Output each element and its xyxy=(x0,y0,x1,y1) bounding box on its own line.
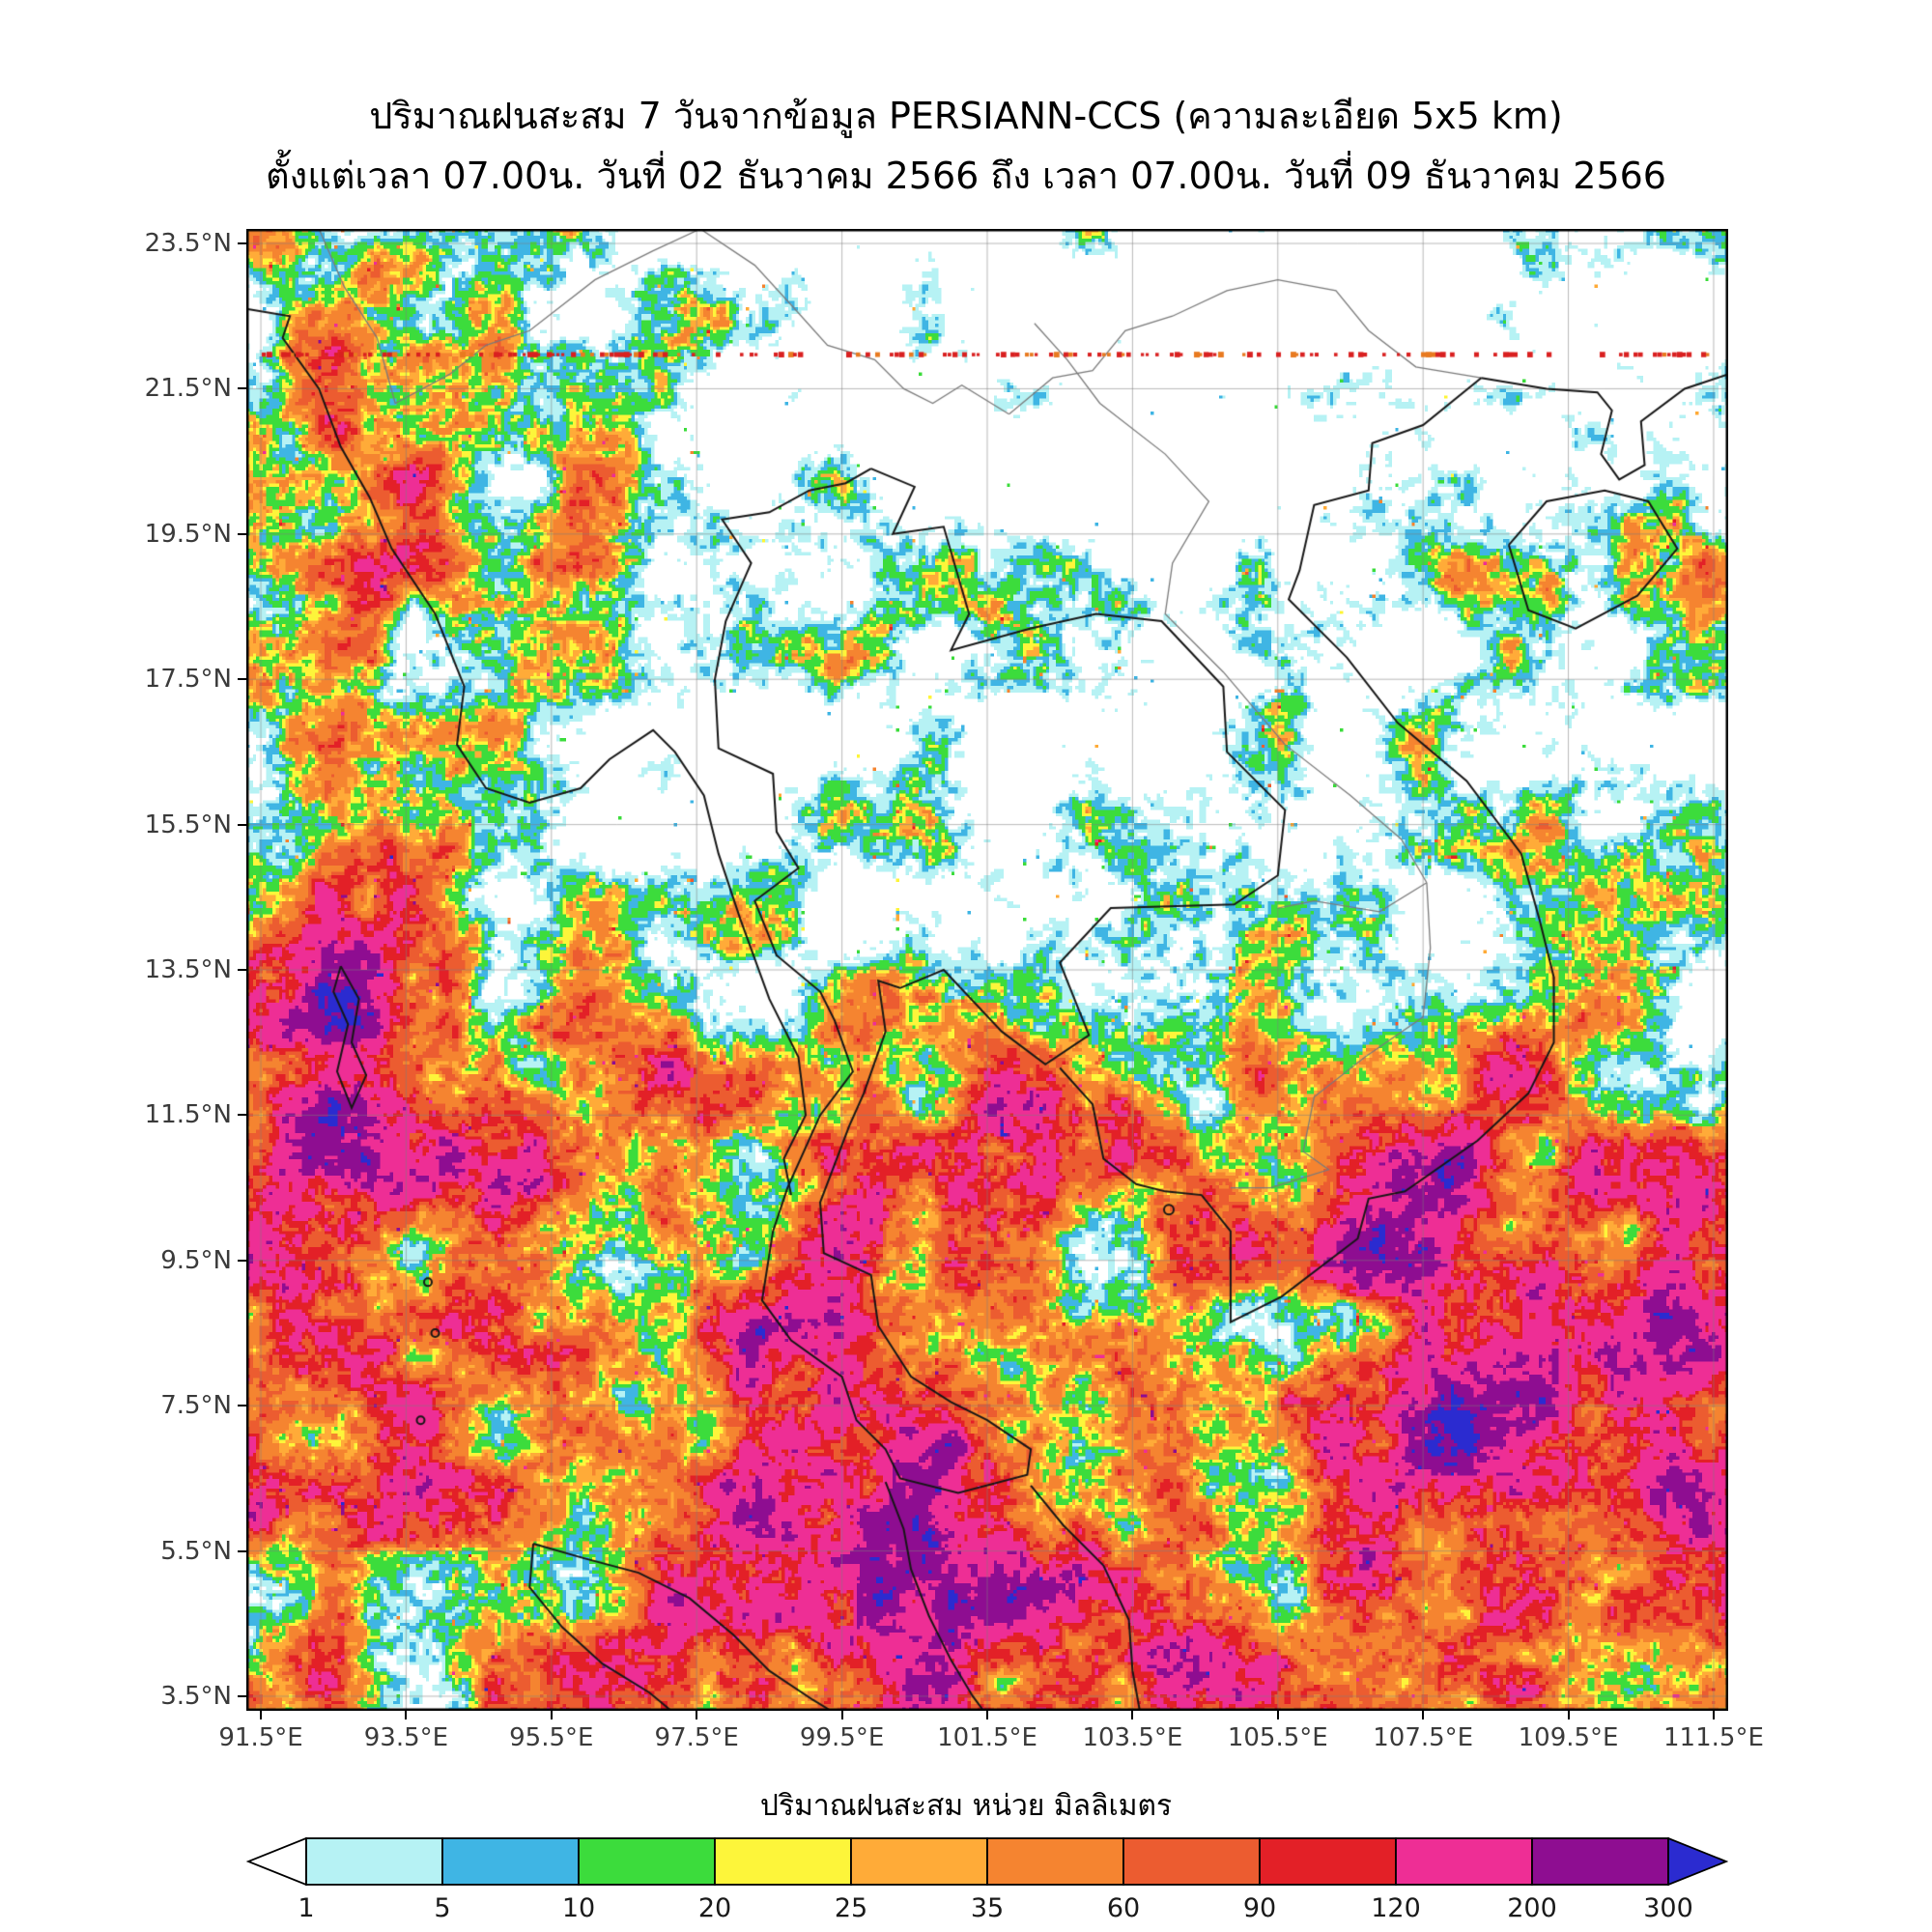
latitude-tick-mark xyxy=(238,678,246,681)
latitude-tick-mark xyxy=(238,532,246,535)
longitude-tick-mark xyxy=(840,1711,843,1719)
longitude-tick-label: 105.5°E xyxy=(1227,1723,1328,1752)
colorbar-tick-label: 90 xyxy=(1242,1893,1277,1923)
page-subtitle: ตั้งแต่เวลา 07.00น. วันที่ 02 ธันวาคม 25… xyxy=(266,155,1666,197)
colorbar-tick-label: 1 xyxy=(298,1893,315,1923)
colorbar-segment xyxy=(1259,1837,1397,1886)
latitude-tick-label: 17.5°N xyxy=(144,665,232,695)
colorbar-under-arrow xyxy=(246,1837,307,1886)
colorbar-tick-label: 300 xyxy=(1643,1893,1693,1923)
colorbar-segment xyxy=(441,1837,580,1886)
colorbar-segment xyxy=(305,1837,443,1886)
longitude-tick-label: 109.5°E xyxy=(1518,1723,1619,1752)
longitude-tick-label: 107.5°E xyxy=(1373,1723,1474,1752)
longitude-tick-mark xyxy=(1276,1711,1279,1719)
colorbar-tick-label: 20 xyxy=(697,1893,732,1923)
latitude-tick-mark xyxy=(238,1549,246,1552)
latitude-tick-mark xyxy=(238,242,246,245)
longitude-tick-mark xyxy=(1422,1711,1425,1719)
latitude-tick-mark xyxy=(238,1114,246,1117)
longitude-tick-mark xyxy=(260,1711,263,1719)
colorbar-segment xyxy=(578,1837,716,1886)
longitude-tick-label: 99.5°E xyxy=(799,1723,885,1752)
latitude-tick-mark xyxy=(238,1694,246,1697)
longitude-tick-mark xyxy=(550,1711,553,1719)
longitude-tick-label: 111.5°E xyxy=(1663,1723,1764,1752)
longitude-tick-mark xyxy=(696,1711,698,1719)
longitude-tick-label: 95.5°E xyxy=(509,1723,594,1752)
latitude-tick-mark xyxy=(238,969,246,971)
latitude-tick-mark xyxy=(238,823,246,826)
colorbar-segment xyxy=(1122,1837,1261,1886)
longitude-tick-mark xyxy=(1712,1711,1715,1719)
colorbar-tick-label: 200 xyxy=(1507,1893,1557,1923)
colorbar-segment xyxy=(1531,1837,1669,1886)
latitude-tick-label: 9.5°N xyxy=(160,1245,232,1275)
latitude-tick-label: 15.5°N xyxy=(144,810,232,839)
latitude-tick-label: 3.5°N xyxy=(160,1681,232,1711)
colorbar-segment xyxy=(1395,1837,1533,1886)
longitude-tick-mark xyxy=(405,1711,408,1719)
latitude-tick-mark xyxy=(238,1259,246,1262)
map-borders-grid-canvas xyxy=(246,229,1728,1711)
latitude-tick-label: 19.5°N xyxy=(144,519,232,549)
longitude-tick-label: 93.5°E xyxy=(363,1723,449,1752)
latitude-tick-label: 5.5°N xyxy=(160,1536,232,1566)
longitude-tick-label: 91.5°E xyxy=(218,1723,303,1752)
latitude-tick-label: 21.5°N xyxy=(144,374,232,404)
colorbar-tick-label: 5 xyxy=(434,1893,451,1923)
colorbar-tick-label: 60 xyxy=(1106,1893,1141,1923)
longitude-tick-mark xyxy=(986,1711,988,1719)
colorbar xyxy=(246,1837,1728,1886)
colorbar-over-arrow xyxy=(1667,1837,1728,1886)
latitude-tick-label: 11.5°N xyxy=(144,1100,232,1130)
longitude-tick-mark xyxy=(1131,1711,1134,1719)
page-title: ปริมาณฝนสะสม 7 วันจากข้อมูล PERSIANN-CCS… xyxy=(369,95,1563,137)
colorbar-segment xyxy=(850,1837,988,1886)
latitude-tick-label: 23.5°N xyxy=(144,229,232,259)
colorbar-tick-label: 120 xyxy=(1371,1893,1421,1923)
colorbar-label: ปริมาณฝนสะสม หน่วย มิลลิเมตร xyxy=(759,1789,1173,1823)
latitude-tick-mark xyxy=(238,387,246,390)
longitude-tick-label: 97.5°E xyxy=(654,1723,739,1752)
longitude-tick-mark xyxy=(1567,1711,1570,1719)
colorbar-segment xyxy=(714,1837,852,1886)
colorbar-tick-label: 25 xyxy=(834,1893,868,1923)
latitude-tick-label: 7.5°N xyxy=(160,1391,232,1421)
latitude-tick-mark xyxy=(238,1405,246,1407)
latitude-tick-label: 13.5°N xyxy=(144,955,232,984)
longitude-tick-label: 101.5°E xyxy=(937,1723,1037,1752)
colorbar-segment xyxy=(986,1837,1124,1886)
colorbar-tick-label: 10 xyxy=(561,1893,596,1923)
colorbar-tick-label: 35 xyxy=(970,1893,1005,1923)
longitude-tick-label: 103.5°E xyxy=(1082,1723,1183,1752)
map-plot-area xyxy=(246,229,1728,1711)
